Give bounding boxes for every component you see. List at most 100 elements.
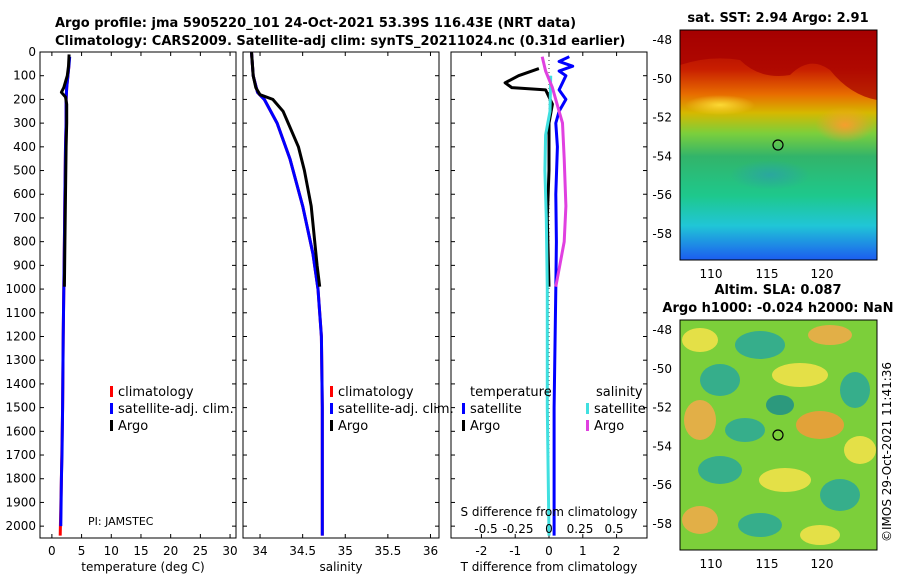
depth-tick-label: 1300 <box>5 353 36 367</box>
lat-tick-label: -48 <box>652 323 672 337</box>
legend-swatch-argo <box>330 420 333 431</box>
sla-patch <box>766 395 794 415</box>
legend-label-satellite: satellite-adj. clim. <box>338 402 454 417</box>
sla-patch <box>682 328 718 352</box>
legend-swatch-satellite <box>110 403 113 414</box>
legend-temperature: climatology satellite-adj. clim. Argo <box>110 385 234 434</box>
x-tick-label: 15 <box>133 544 148 558</box>
sst-warm-band <box>680 30 877 100</box>
lon-tick-label: 110 <box>700 267 723 281</box>
series-argo <box>59 54 71 287</box>
lat-tick-label: -54 <box>652 149 672 163</box>
x-tick-label: 10 <box>104 544 119 558</box>
lon-tick-label: 120 <box>811 557 834 571</box>
sla-patch <box>820 479 860 511</box>
title-line2: Climatology: CARS2009. Satellite-adj cli… <box>55 34 625 49</box>
depth-tick-label: 300 <box>13 116 36 130</box>
temperature-plot: 0 5 10 15 20 25 30 <box>48 52 238 558</box>
sdiff-tick-labels: -0.5 -0.25 0 0.25 0.5 <box>474 522 623 536</box>
depth-tick-label: 1800 <box>5 472 36 486</box>
depth-tick-label: 1700 <box>5 448 36 462</box>
legend-label-sal-argo: Argo <box>594 419 624 434</box>
depth-tick-label: 1900 <box>5 495 36 509</box>
legend-swatch-satellite <box>330 403 333 414</box>
legend-swatch-temp-argo <box>462 420 465 431</box>
depth-tick-label: 700 <box>13 211 36 225</box>
sla-patch <box>684 400 716 440</box>
x-tick-label: -1 <box>509 544 521 558</box>
legend-swatch-sal-satellite <box>586 403 589 414</box>
legend-label-sal-satellite: satellite <box>594 402 646 417</box>
depth-tick-label: 800 <box>13 235 36 249</box>
depth-tick-label: 1500 <box>5 401 36 415</box>
lat-tick-label: -54 <box>652 439 672 453</box>
sla-map-title1: Altim. SLA: 0.087 <box>715 283 842 298</box>
depth-tick-label: 600 <box>13 187 36 201</box>
sla-patch <box>840 372 870 408</box>
x-tick-label: 35.5 <box>375 544 402 558</box>
sst-map-title: sat. SST: 2.94 Argo: 2.91 <box>687 11 868 26</box>
x-tick-label: 1 <box>579 544 587 558</box>
imos-watermark: ©IMOS 29-Oct-2021 11:41:36 <box>880 362 894 542</box>
sst-frame <box>679 29 878 261</box>
sla-patch <box>735 331 785 359</box>
depth-tick-label: 500 <box>13 164 36 178</box>
x-tick-label: 30 <box>222 544 237 558</box>
series-salinity-satellite <box>543 75 553 536</box>
x-tick-label: 35 <box>338 544 353 558</box>
legend-swatch-sal-argo <box>586 420 589 431</box>
sla-map-title2: Argo h1000: -0.024 h2000: NaN <box>662 301 893 316</box>
title-line1: Argo profile: jma 5905220_101 24-Oct-202… <box>55 16 576 31</box>
legend-label-temp-satellite: satellite <box>470 402 522 417</box>
depth-tick-label: 100 <box>13 69 36 83</box>
sla-patch <box>682 506 718 534</box>
sla-patch <box>772 363 828 387</box>
sla-patch <box>759 468 811 492</box>
sla-patch <box>844 436 876 464</box>
sdiff-tick-label: 0.5 <box>604 522 623 536</box>
depth-tick-label: 1400 <box>5 377 36 391</box>
depth-tick-label: 1100 <box>5 306 36 320</box>
salinity-axes <box>242 51 440 539</box>
sdiff-tick-label: 0.25 <box>567 522 594 536</box>
difference-plot: -2 -1 0 1 2 <box>475 52 620 558</box>
lat-tick-label: -48 <box>652 33 672 47</box>
sst-tick-labels: -48 -50 -52 -54 -56 -58 110 115 120 <box>652 33 833 281</box>
x-tick-label: 0 <box>48 544 56 558</box>
sla-patch <box>738 513 782 537</box>
sst-cool-patch <box>730 160 810 190</box>
sdiff-tick-label: -0.5 <box>474 522 497 536</box>
sla-patch <box>700 364 740 396</box>
lat-tick-label: -52 <box>652 401 672 415</box>
series-temperature-satellite <box>552 55 575 536</box>
legend-swatch-climatology <box>110 386 113 397</box>
lat-tick-label: -50 <box>652 362 672 376</box>
lon-tick-label: 115 <box>756 557 779 571</box>
sla-patch <box>796 411 844 439</box>
sla-frame <box>679 319 878 551</box>
tdiff-xlabel: T difference from climatology <box>460 560 638 574</box>
depth-tick-label: 900 <box>13 258 36 272</box>
legend-label-climatology: climatology <box>338 385 414 400</box>
depth-tick-label: 1000 <box>5 282 36 296</box>
legend-temperature-header: temperature <box>470 385 552 400</box>
depth-tick-label: 2000 <box>5 519 36 533</box>
temperature-xlabel: temperature (deg C) <box>81 560 204 574</box>
x-tick-label: 2 <box>613 544 621 558</box>
sst-yellow-patch <box>685 95 755 115</box>
lat-tick-label: -58 <box>652 517 672 531</box>
sst-argo-marker <box>772 139 784 151</box>
salinity-xlabel: salinity <box>319 560 362 574</box>
legend-label-climatology: climatology <box>118 385 194 400</box>
legend-swatch-argo <box>110 420 113 431</box>
x-tick-label: 36 <box>423 544 438 558</box>
lon-tick-label: 115 <box>756 267 779 281</box>
lon-tick-label: 120 <box>811 267 834 281</box>
lon-tick-label: 110 <box>700 557 723 571</box>
sla-map <box>679 319 878 551</box>
sla-patch <box>808 325 852 345</box>
legend-swatch-climatology <box>330 386 333 397</box>
sdiff-tick-label: 0 <box>545 522 553 536</box>
temperature-axes <box>39 51 237 539</box>
lat-tick-label: -56 <box>652 478 672 492</box>
